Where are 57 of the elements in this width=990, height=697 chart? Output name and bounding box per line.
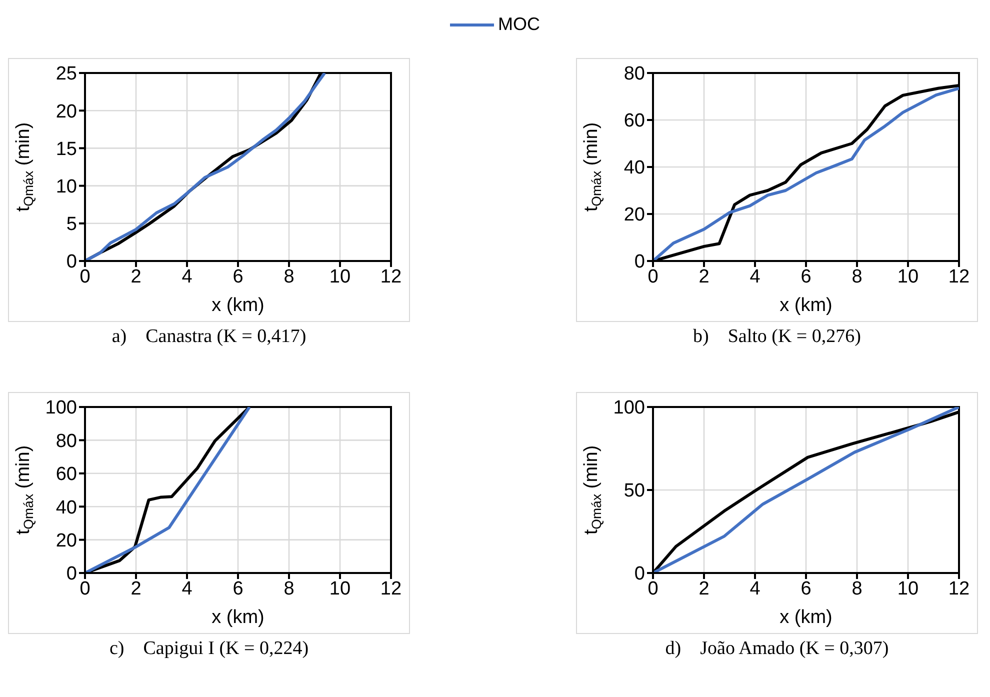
y-tick-label: 60 — [56, 464, 77, 486]
x-tick-label: 6 — [232, 578, 244, 600]
x-tick-label: 0 — [648, 266, 658, 288]
x-tick-label: 6 — [800, 578, 812, 600]
y-tick-label: 50 — [624, 480, 645, 502]
y-tick-label: 20 — [56, 101, 77, 122]
x-tick-label: 6 — [232, 266, 244, 288]
text: d) João Amado (K = 0,307) — [664, 638, 890, 660]
y-tick-label: 0 — [66, 564, 77, 585]
x-tick-label: 4 — [750, 578, 761, 600]
y-tick-label: 25 — [56, 64, 77, 85]
x-tick-label: 10 — [329, 578, 351, 600]
x-tick-label: 8 — [284, 578, 294, 600]
x-axis-title: x (km) — [780, 295, 832, 316]
x-tick-label: 2 — [130, 578, 142, 600]
y-tick-label: 100 — [45, 398, 77, 419]
x-tick-label: 2 — [130, 266, 142, 288]
text: b) Salto (K = 0,276) — [692, 326, 862, 348]
x-tick-label: 4 — [182, 578, 193, 600]
text: a) Canastra (K = 0,417) — [110, 326, 308, 348]
y-tick-label: 10 — [56, 176, 77, 198]
x-axis-title: x (km) — [212, 607, 264, 628]
x-tick-label: 8 — [852, 578, 862, 600]
y-tick-label: 40 — [624, 158, 645, 179]
y-tick-label: 5 — [66, 214, 77, 236]
y-tick-label: 80 — [56, 430, 77, 452]
text: c) Capigui I (K = 0,224) — [108, 638, 310, 660]
x-tick-label: 10 — [897, 266, 919, 288]
y-tick-label: 80 — [624, 64, 645, 85]
legend-label: MOC — [498, 14, 540, 35]
x-tick-label: 4 — [182, 266, 193, 288]
x-tick-label: 8 — [284, 266, 294, 288]
x-tick-label: 8 — [852, 266, 862, 288]
x-tick-label: 10 — [897, 578, 919, 600]
y-tick-label: 20 — [624, 204, 645, 226]
x-tick-label: 2 — [698, 578, 710, 600]
x-tick-label: 12 — [948, 266, 970, 288]
x-tick-label: 2 — [698, 266, 710, 288]
y-tick-label: 40 — [56, 497, 77, 518]
x-tick-label: 12 — [380, 266, 402, 288]
x-tick-label: 0 — [80, 266, 90, 288]
x-tick-label: 12 — [380, 578, 402, 600]
x-tick-label: 6 — [800, 266, 812, 288]
x-axis-title: x (km) — [780, 607, 832, 628]
y-tick-label: 15 — [56, 138, 77, 160]
y-tick-label: 0 — [66, 252, 77, 273]
x-tick-label: 12 — [948, 578, 970, 600]
x-axis-title: x (km) — [212, 295, 264, 316]
x-tick-label: 4 — [750, 266, 761, 288]
y-tick-label: 0 — [634, 252, 645, 273]
y-tick-label: 0 — [634, 564, 645, 585]
y-tick-label: 20 — [56, 530, 77, 552]
x-tick-label: 0 — [80, 578, 90, 600]
x-tick-label: 0 — [648, 578, 658, 600]
y-tick-label: 60 — [624, 110, 645, 132]
y-tick-label: 100 — [613, 398, 645, 419]
x-tick-label: 10 — [329, 266, 351, 288]
